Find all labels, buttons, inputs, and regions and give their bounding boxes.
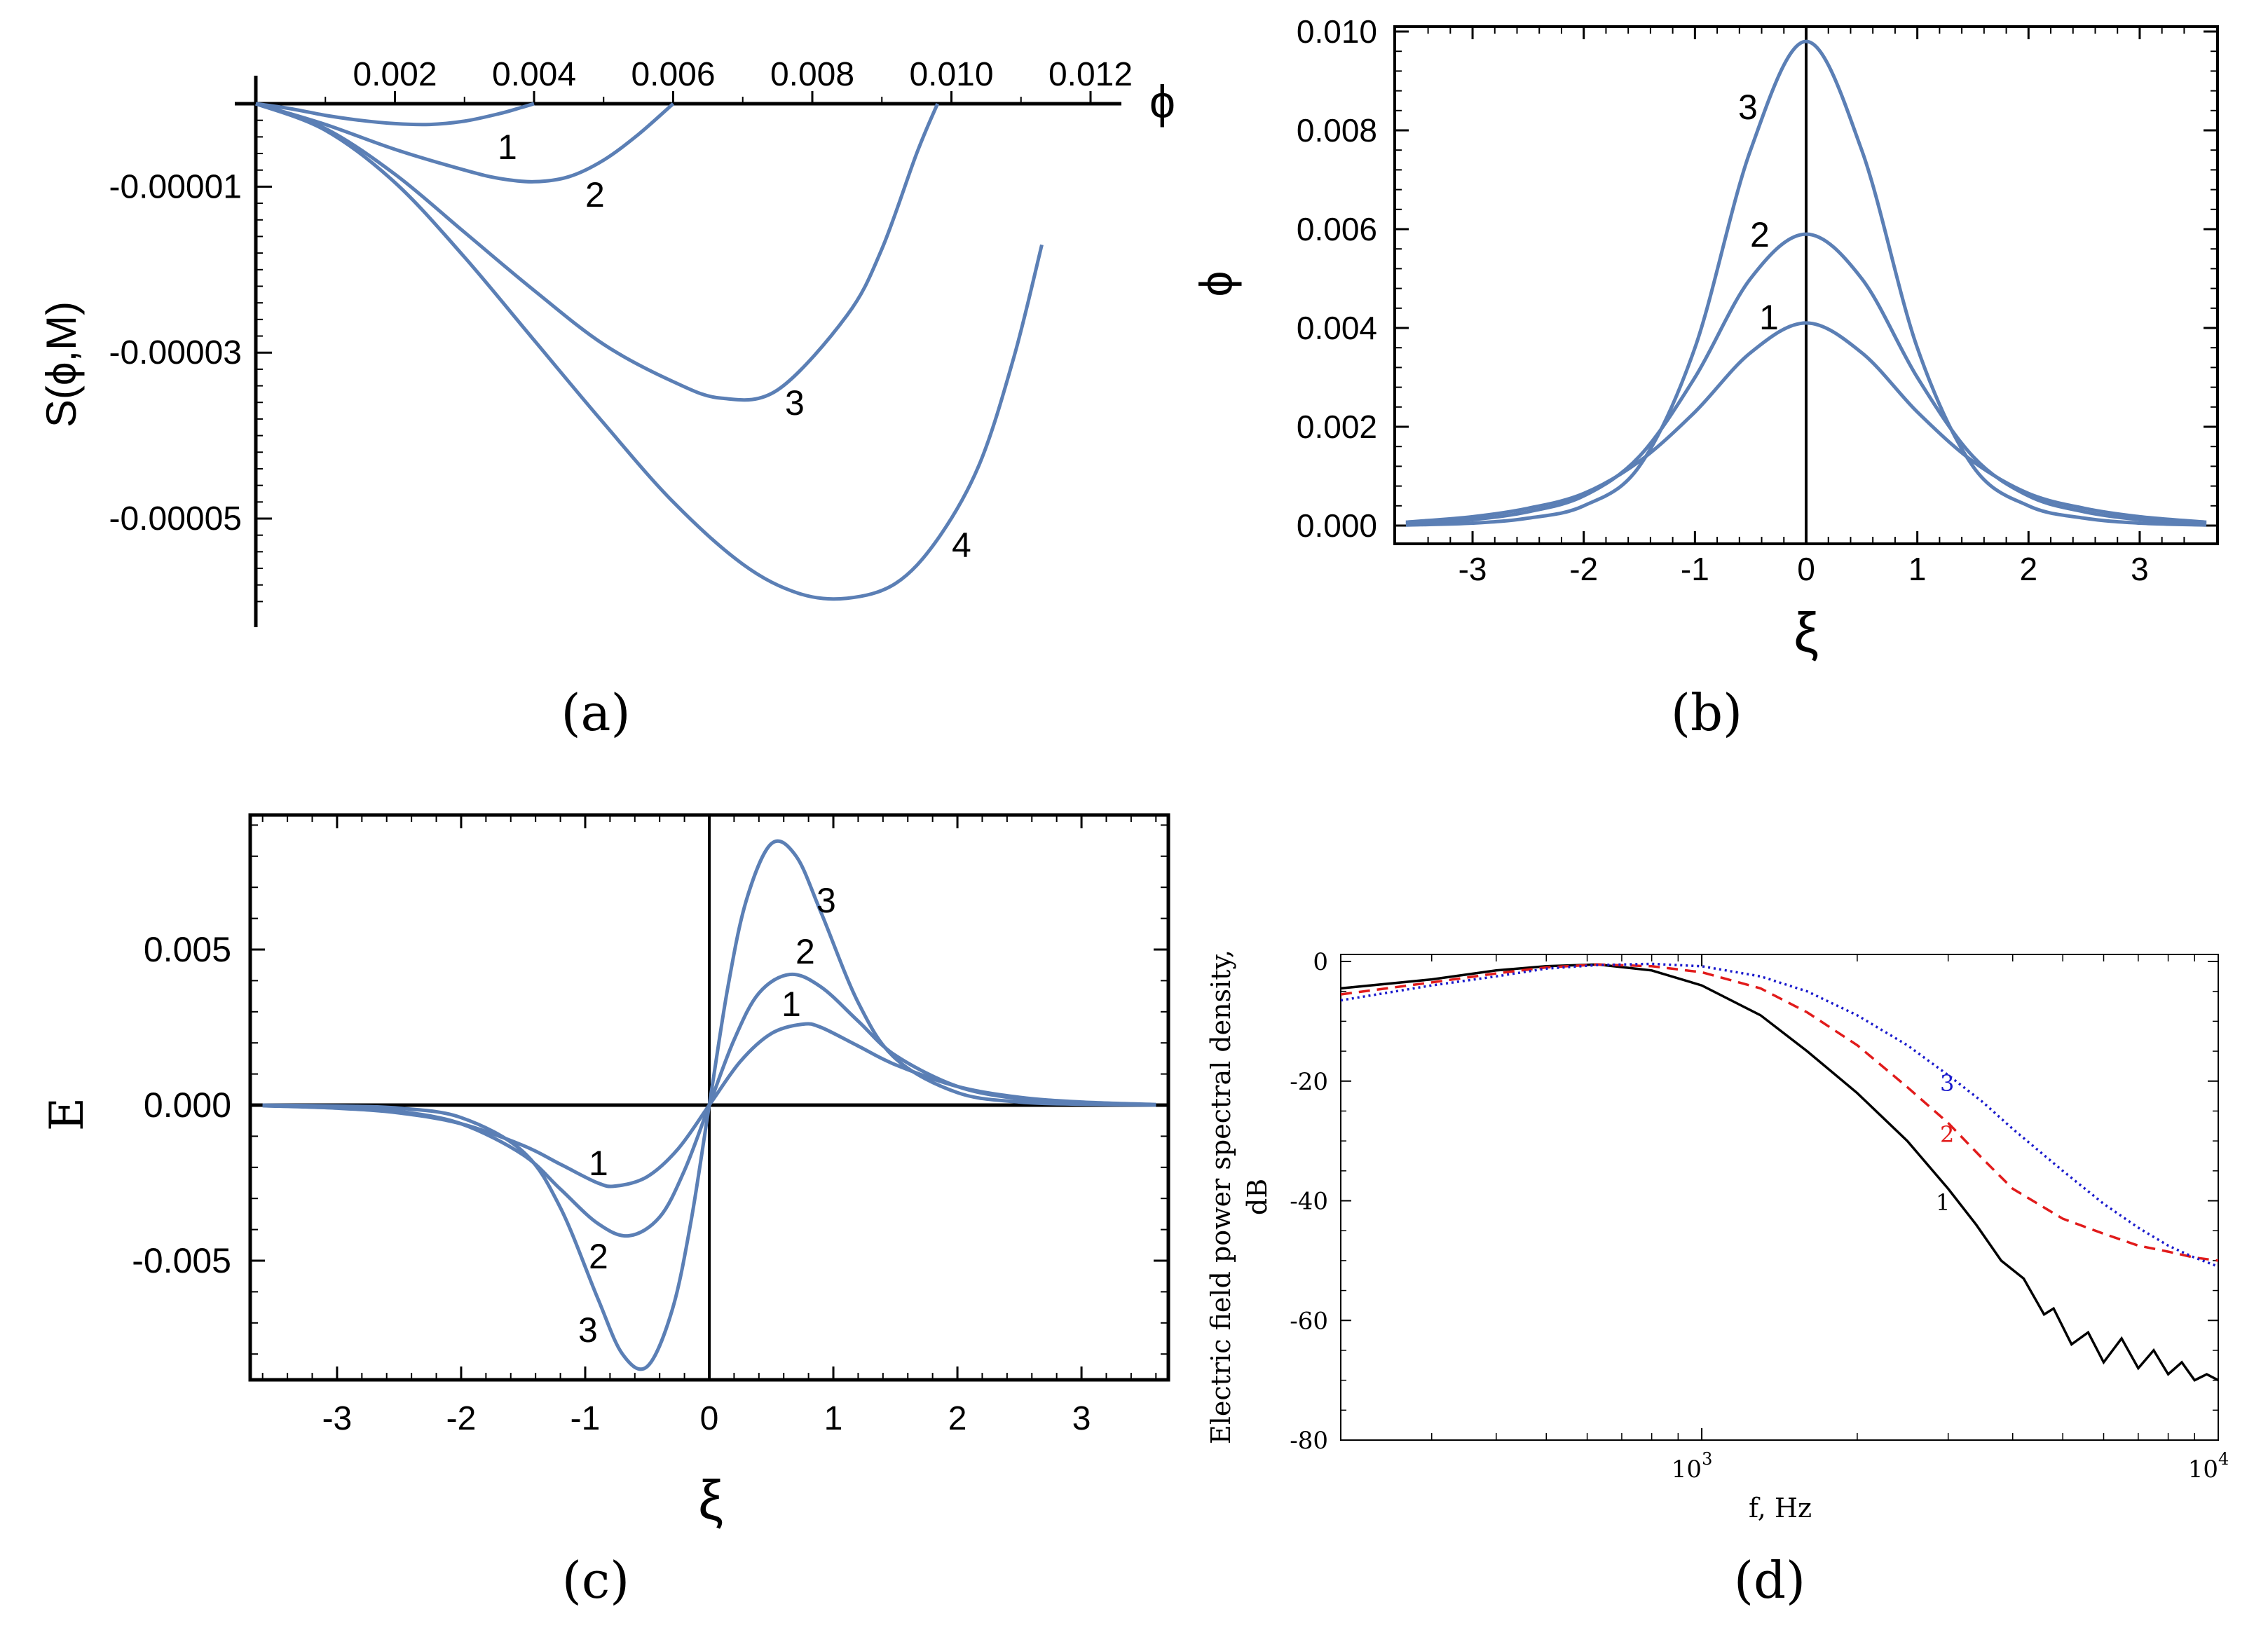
panel-c-y-tick-label: 0.000 — [144, 1085, 231, 1125]
panel-a-y-tick-label: -0.00005 — [109, 500, 242, 537]
panel-a: 0.002 0.004 0.006 0.008 0.010 0.012 -0.00001-… — [38, 56, 1175, 742]
panel-a-annotation-1: 1 — [498, 128, 517, 167]
panel-a-y-tick-label: -0.00003 — [109, 334, 242, 371]
panel-d-annotation-2: 2 — [1940, 1121, 1954, 1148]
panel-c-x-tick-label: -1 — [571, 1400, 601, 1437]
panel-d-caption: (d) — [1734, 1551, 1805, 1610]
panel-c-y-tick-label: -0.005 — [132, 1241, 231, 1280]
panel-c-annotation-pos-2: 2 — [795, 932, 815, 971]
panel-d-x-label: f, Hz — [1749, 1493, 1812, 1523]
panel-d-series-1 — [1340, 963, 2219, 1382]
panel-c-caption: (c) — [562, 1551, 630, 1610]
panel-b-annotation-1: 1 — [1759, 298, 1779, 337]
panel-b-x-tick-label: -2 — [1569, 551, 1598, 587]
panel-d-y-tick-label: 0 — [1313, 948, 1328, 976]
panel-c-curves — [250, 815, 1168, 1380]
panel-a-y-ticks: -0.00001 -0.00003 -0.00005 — [109, 119, 272, 603]
panel-d: 0 -20 -40 -60 -80 103 104 f, Hz Electric field… — [1205, 948, 2229, 1610]
panel-a-x-ticks: 0.002 0.004 0.006 0.008 0.010 0.012 — [325, 56, 1133, 104]
panel-a-series-2 — [255, 102, 675, 184]
panel-b-curves — [1405, 27, 2207, 544]
panel-d-y-tick-label: -60 — [1290, 1307, 1328, 1335]
panel-b-x-tick-label: -1 — [1681, 551, 1709, 587]
panel-b-series-3 — [1405, 39, 2207, 527]
panel-a-annotation-3: 3 — [785, 383, 805, 423]
panel-b-y-tick-label: 0.010 — [1297, 13, 1377, 50]
panel-c-x-tick-label: -3 — [322, 1400, 353, 1437]
panel-d-y-tick-label: -40 — [1290, 1188, 1328, 1216]
panel-d-annotation-3: 3 — [1940, 1070, 1954, 1097]
panel-b-x-tick-label: 3 — [2131, 551, 2149, 587]
panel-b-series-1 — [1405, 321, 2207, 524]
panel-d-y-label-line1: Electric field power spectral density, — [1205, 950, 1236, 1444]
panel-a-x-tick-label: 0.006 — [631, 56, 715, 93]
panel-a-y-label: S(ϕ,M) — [38, 301, 85, 427]
panel-c-annotation-neg-2: 2 — [589, 1237, 608, 1276]
panel-c-annotation-neg-1: 1 — [589, 1144, 608, 1183]
panel-d-y-label-line2: dB — [1242, 1179, 1273, 1215]
panel-a-x-tick-label: 0.012 — [1048, 56, 1133, 93]
panel-b-x-label: ξ — [1794, 601, 1819, 664]
panel-b-x-tick-label: 2 — [2020, 551, 2038, 587]
panel-b-x-tick-label: 0 — [1797, 551, 1815, 587]
panel-c-x-tick-label: 1 — [824, 1400, 843, 1437]
panel-a-series-4 — [255, 102, 1044, 601]
panel-c-x-tick-label: 0 — [700, 1400, 719, 1437]
panel-d-series-3 — [1340, 962, 2219, 1268]
panel-a-annotation-2: 2 — [585, 175, 605, 214]
panel-c-annotation-pos-3: 3 — [817, 881, 836, 920]
panel-a-series-1 — [255, 102, 535, 127]
panel-b-x-tick-label: 1 — [1908, 551, 1927, 587]
panel-d-frame — [1340, 954, 2219, 1441]
panel-c-x-tick-label: 2 — [948, 1400, 967, 1437]
panel-c-x-tick-label: 3 — [1072, 1400, 1091, 1437]
panel-d-series-2 — [1340, 963, 2219, 1262]
panel-a-x-tick-label: 0.004 — [492, 56, 576, 93]
panel-c-x-tick-label: -2 — [446, 1400, 477, 1437]
panel-b-y-tick-label: 0.002 — [1297, 409, 1377, 445]
panel-a-series-3 — [255, 102, 940, 402]
panel-b-ticks: -3 -2 -1 0 1 2 3 0.000 0.002 0.004 0.006 0.008 0.010 — [1297, 13, 2218, 587]
panel-b-y-tick-label: 0.006 — [1297, 211, 1377, 247]
panel-d-x-tick-label: 104 — [2188, 1449, 2229, 1484]
panel-a-annotation-4: 4 — [952, 526, 971, 565]
panel-a-x-tick-label: 0.010 — [909, 56, 993, 93]
panel-c-y-tick-label: 0.005 — [144, 930, 231, 969]
panel-b-y-tick-label: 0.000 — [1297, 507, 1377, 544]
panel-a-curves — [255, 102, 1044, 601]
panel-b-x-tick-label: -3 — [1459, 551, 1487, 587]
panel-c-annotation-pos-1: 1 — [781, 985, 801, 1024]
panel-d-curves — [1340, 962, 2219, 1382]
panel-d-y-tick-label: -80 — [1290, 1427, 1328, 1455]
panel-b-annotation-3: 3 — [1738, 88, 1758, 127]
panel-b-y-label: ϕ — [1190, 271, 1242, 297]
panel-b-caption: (b) — [1671, 683, 1742, 742]
panel-b-y-tick-label: 0.004 — [1297, 310, 1377, 346]
panel-c-annotation-neg-3: 3 — [578, 1310, 598, 1350]
panel-b-y-tick-label: 0.008 — [1297, 112, 1377, 149]
panel-c-series-3 — [262, 839, 1156, 1371]
panel-b-annotation-2: 2 — [1750, 215, 1770, 254]
panel-a-caption: (a) — [561, 683, 630, 742]
panel-a-y-tick-label: -0.00001 — [109, 168, 242, 205]
panel-a-x-tick-label: 0.002 — [353, 56, 437, 93]
panel-c-y-label: E — [40, 1097, 94, 1131]
panel-d-annotation-1: 1 — [1936, 1189, 1950, 1216]
panel-d-ticks: 0 -20 -40 -60 -80 103 104 — [1290, 948, 2229, 1484]
panel-b-series-2 — [1405, 232, 2207, 526]
panel-c-x-label: ξ — [698, 1469, 723, 1531]
panel-a-x-tick-label: 0.008 — [770, 56, 854, 93]
panel-a-x-label: ϕ — [1149, 76, 1175, 128]
panel-d-x-tick-label: 103 — [1672, 1449, 1713, 1484]
panel-d-y-tick-label: -20 — [1290, 1068, 1328, 1096]
panel-b: -3 -2 -1 0 1 2 3 0.000 0.002 0.004 0.006 0.008 0.010… — [1190, 13, 2219, 742]
